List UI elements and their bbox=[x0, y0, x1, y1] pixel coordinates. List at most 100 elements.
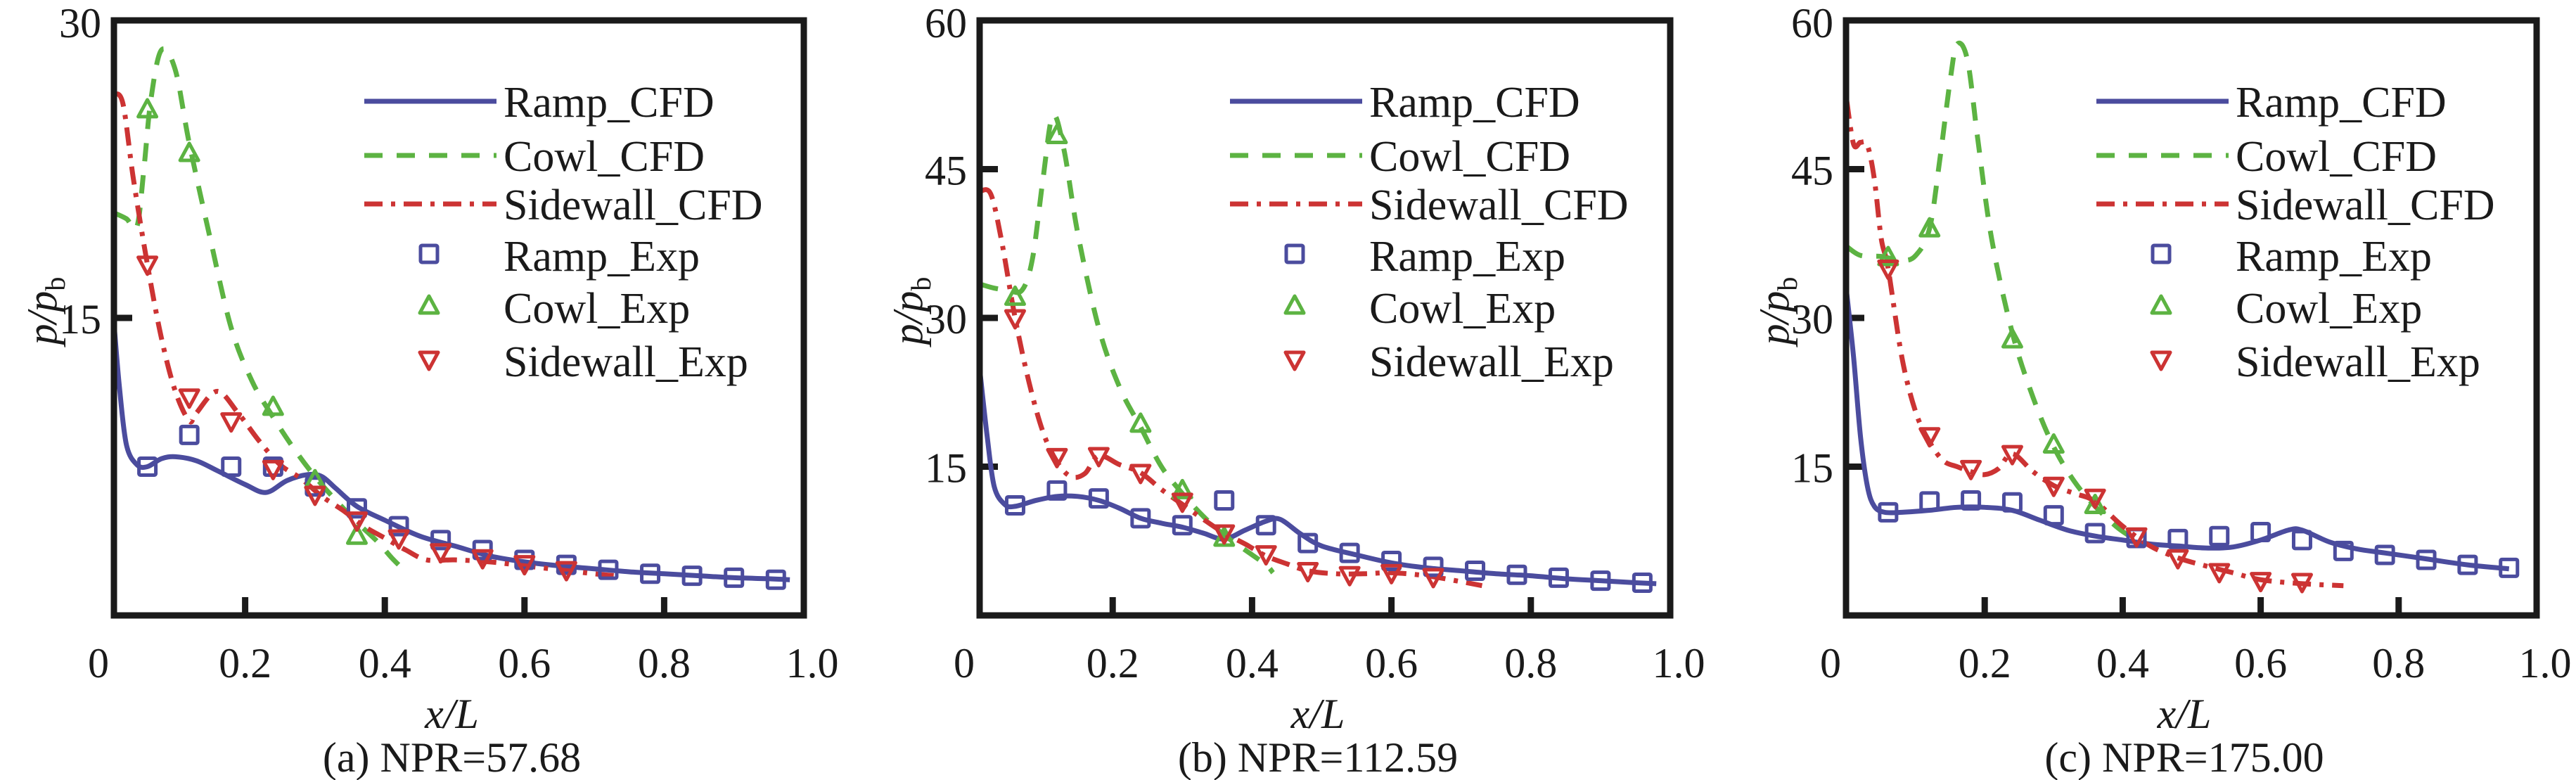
legend-label: Cowl_CFD bbox=[1369, 133, 1570, 181]
legend-label: Cowl_Exp bbox=[504, 285, 690, 333]
data-point-sidewall-exp bbox=[471, 549, 494, 570]
legend-swatch-marker bbox=[2150, 350, 2172, 371]
x-tick-label: 0.4 bbox=[1226, 640, 1279, 686]
data-point-ramp-exp bbox=[1590, 570, 1611, 592]
x-tick-label: 0.6 bbox=[2234, 640, 2287, 686]
data-point-ramp-exp bbox=[346, 498, 367, 519]
legend-item-ramp-exp: Ramp_Exp bbox=[1284, 233, 1565, 281]
legend-item-sidewall-cfd: Sidewall_CFD bbox=[2096, 181, 2495, 229]
y-tick-label: 15 bbox=[1791, 445, 1833, 492]
data-point-cowl-exp bbox=[1129, 412, 1152, 433]
plot-frame bbox=[110, 17, 807, 619]
data-point-sidewall-exp bbox=[387, 529, 410, 550]
legend-label: Ramp_Exp bbox=[1369, 233, 1565, 281]
data-point-ramp-exp bbox=[2167, 528, 2189, 549]
legend-label: Ramp_Exp bbox=[2236, 233, 2432, 281]
x-tick-label: 0.6 bbox=[498, 640, 551, 686]
legend-label: Ramp_CFD bbox=[1369, 79, 1580, 127]
legend-item-ramp-exp: Ramp_Exp bbox=[418, 233, 700, 281]
data-point-sidewall-exp bbox=[430, 543, 452, 564]
data-point-cowl-exp bbox=[178, 141, 200, 162]
data-point-ramp-exp bbox=[1961, 490, 1982, 511]
legend-item-cowl-exp: Cowl_Exp bbox=[418, 285, 690, 333]
series-line-ramp-cfd bbox=[1846, 293, 2510, 572]
data-point-ramp-exp bbox=[1506, 564, 1527, 585]
data-point-sidewall-exp bbox=[345, 511, 368, 532]
data-point-ramp-exp bbox=[1548, 567, 1569, 588]
y-tick-label: 45 bbox=[1791, 148, 1833, 194]
legend-label: Cowl_Exp bbox=[2236, 285, 2422, 333]
x-tick-label: 0 bbox=[954, 640, 975, 686]
legend-item-cowl-exp: Cowl_Exp bbox=[2150, 285, 2422, 333]
legend-item-sidewall-cfd: Sidewall_CFD bbox=[1230, 181, 1629, 229]
data-point-cowl-exp bbox=[1171, 478, 1193, 499]
data-point-sidewall-exp bbox=[262, 459, 284, 480]
legend-item-cowl-cfd: Cowl_CFD bbox=[2096, 133, 2437, 181]
panel-c: 0 0.2 0.4 0.6 0.8 1.0 15 30 45 60 x/L p/pb (c) NPR=1… bbox=[1751, 0, 2572, 780]
data-point-cowl-exp bbox=[2001, 328, 2023, 349]
y-axis-title: p/pb bbox=[1751, 277, 1803, 348]
data-point-sidewall-exp bbox=[1918, 427, 1941, 448]
y-tick-label: 15 bbox=[59, 296, 101, 343]
data-point-cowl-exp bbox=[1877, 245, 1899, 267]
legend-label: Sidewall_Exp bbox=[504, 338, 748, 386]
series-line-cowl-cfd bbox=[1846, 40, 2132, 539]
data-point-sidewall-exp bbox=[136, 255, 159, 276]
data-point-ramp-exp bbox=[765, 569, 786, 590]
data-point-ramp-exp bbox=[1297, 532, 1319, 554]
data-point-cowl-exp bbox=[1004, 285, 1026, 306]
data-point-ramp-exp bbox=[640, 563, 661, 584]
y-tick-label: 60 bbox=[925, 0, 967, 46]
legend-item-ramp-cfd: Ramp_CFD bbox=[2096, 79, 2447, 127]
x-tick-label: 0.8 bbox=[1504, 640, 1557, 686]
data-point-ramp-exp bbox=[2333, 540, 2354, 561]
data-point-ramp-exp bbox=[2291, 530, 2312, 551]
x-tick-label: 1.0 bbox=[1653, 640, 1705, 686]
x-axis-title: x/L bbox=[424, 691, 479, 737]
data-point-sidewall-exp bbox=[2250, 572, 2272, 593]
data-point-sidewall-exp bbox=[2167, 549, 2189, 570]
data-point-sidewall-exp bbox=[2042, 476, 2065, 497]
data-point-ramp-exp bbox=[1046, 480, 1068, 501]
x-tick-label: 0 bbox=[1820, 640, 1841, 686]
x-tick-label: 0.2 bbox=[1087, 640, 1139, 686]
data-point-ramp-exp bbox=[430, 530, 451, 551]
data-point-ramp-exp bbox=[2374, 544, 2395, 565]
data-point-sidewall-exp bbox=[1213, 524, 1236, 545]
panel-caption: (a) NPR=57.68 bbox=[323, 734, 581, 780]
data-point-ramp-exp bbox=[724, 567, 745, 588]
data-point-ramp-exp bbox=[1423, 556, 1444, 577]
data-point-sidewall-exp bbox=[1004, 309, 1026, 330]
y-tick-label: 15 bbox=[925, 445, 967, 492]
legend-label: Sidewall_Exp bbox=[1369, 338, 1614, 386]
y-tick-label: 30 bbox=[1791, 296, 1833, 343]
data-point-sidewall-exp bbox=[220, 412, 243, 433]
plot-area bbox=[1846, 40, 2520, 594]
legend-item-sidewall-exp: Sidewall_Exp bbox=[2150, 338, 2480, 386]
data-point-ramp-exp bbox=[598, 559, 619, 580]
series-line-ramp-cfd bbox=[980, 373, 1657, 587]
data-point-cowl-exp bbox=[1046, 124, 1068, 145]
data-point-sidewall-exp bbox=[1422, 568, 1444, 589]
x-axis-title: x/L bbox=[1290, 691, 1345, 737]
legend-label: Sidewall_CFD bbox=[1369, 181, 1629, 229]
legend-label: Cowl_CFD bbox=[2236, 133, 2437, 181]
x-tick-label: 0.4 bbox=[2096, 640, 2149, 686]
data-point-sidewall-exp bbox=[2125, 527, 2148, 548]
legend-item-ramp-cfd: Ramp_CFD bbox=[364, 79, 715, 127]
data-point-ramp-exp bbox=[2457, 554, 2478, 575]
data-point-sidewall-exp bbox=[513, 555, 536, 576]
x-tick-label: 1.0 bbox=[786, 640, 839, 686]
legend-swatch-marker bbox=[1283, 350, 1306, 371]
data-point-ramp-exp bbox=[681, 565, 703, 587]
data-point-sidewall-exp bbox=[178, 388, 200, 409]
x-tick-label: 1.0 bbox=[2519, 640, 2572, 686]
legend-item-cowl-cfd: Cowl_CFD bbox=[364, 133, 705, 181]
y-axis-title: p/pb bbox=[885, 277, 937, 348]
legend-item-cowl-cfd: Cowl_CFD bbox=[1230, 133, 1570, 181]
data-point-sidewall-exp bbox=[1380, 563, 1403, 584]
data-point-ramp-exp bbox=[2209, 525, 2230, 546]
x-tick-label: 0.2 bbox=[1959, 640, 2011, 686]
x-tick-label: 0.4 bbox=[359, 640, 411, 686]
legend-swatch-marker bbox=[1284, 243, 1305, 264]
